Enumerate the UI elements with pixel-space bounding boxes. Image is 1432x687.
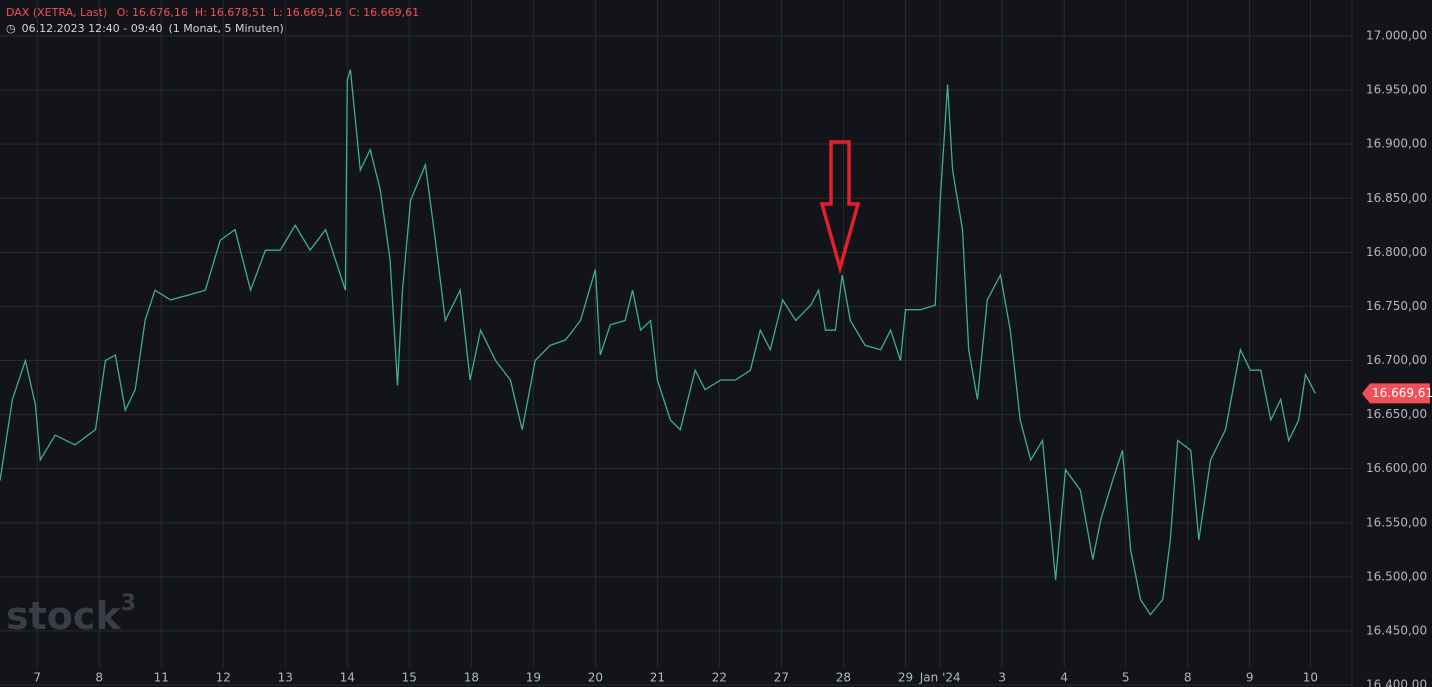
x-tick-label: 22 (712, 671, 727, 685)
x-tick-label: 21 (650, 671, 665, 685)
ohlc: O: 16.676,16 H: 16.678,51 L: 16.669,16 C: 16.66… (117, 6, 426, 19)
y-tick-label: 16.500,00 (1366, 569, 1427, 583)
ohlc-value: 16.669,61 (363, 6, 420, 19)
x-tick-label: 10 (1303, 671, 1318, 685)
annotation-arrow (819, 140, 861, 275)
y-tick-label: 16.950,00 (1366, 83, 1427, 97)
watermark: stock3 (6, 591, 136, 638)
ohlc-value: 16.676,16 (131, 6, 188, 19)
x-tick-label: 12 (216, 671, 231, 685)
x-tick-label: 15 (402, 671, 417, 685)
ohlc-value: 16.678,51 (209, 6, 266, 19)
y-tick-label: 16.550,00 (1366, 515, 1427, 529)
x-tick-label: 9 (1246, 671, 1254, 685)
last-price-tag (1362, 383, 1430, 404)
interval: (1 Monat, 5 Minuten) (168, 22, 284, 35)
ohlc-value: 16.669,16 (285, 6, 342, 19)
watermark-text: stock (6, 594, 121, 638)
x-tick-label: Jan '24 (919, 671, 961, 685)
x-tick-label: 3 (998, 671, 1006, 685)
x-tick-label: 13 (278, 671, 293, 685)
x-tick-label: 20 (588, 671, 603, 685)
x-tick-label: 14 (340, 671, 355, 685)
clock-icon: ◷ (6, 22, 16, 35)
y-tick-label: 16.750,00 (1366, 299, 1427, 313)
watermark-sup: 3 (121, 591, 136, 616)
grid (0, 0, 1352, 686)
x-tick-label: 11 (154, 671, 169, 685)
x-tick-label: 8 (95, 671, 103, 685)
x-tick-label: 8 (1184, 671, 1192, 685)
y-tick-label: 16.450,00 (1366, 623, 1427, 637)
range-row: ◷ 06.12.2023 12:40 - 09:40 (1 Monat, 5 Min… (6, 22, 290, 35)
ohlc-key: H: (194, 6, 207, 19)
y-tick-label: 16.650,00 (1366, 407, 1427, 421)
x-tick-label: 18 (464, 671, 479, 685)
x-tick-label: 4 (1060, 671, 1068, 685)
y-tick-label: 16.850,00 (1366, 191, 1427, 205)
ohlc-key: L: (272, 6, 283, 19)
ohlc-key: O: (116, 6, 129, 19)
y-tick-label: 16.900,00 (1366, 137, 1427, 151)
x-tick-label: 5 (1122, 671, 1130, 685)
last-price-label: 16.669,61 (1372, 386, 1432, 400)
x-tick-label: 7 (33, 671, 41, 685)
price-line (0, 69, 1316, 616)
y-tick-label: 16.700,00 (1366, 353, 1427, 367)
x-tick-label: 19 (526, 671, 541, 685)
x-tick-label: 29 (898, 671, 913, 685)
range: 06.12.2023 12:40 - 09:40 (21, 22, 163, 35)
legend-row: DAX (XETRA, Last) O: 16.676,16 H: 16.678,51… (6, 6, 432, 19)
y-tick-label: 16.600,00 (1366, 461, 1427, 475)
y-tick-label: 17.000,00 (1366, 29, 1427, 43)
x-tick-label: 27 (774, 671, 789, 685)
symbol: DAX (XETRA, Last) (6, 6, 108, 19)
y-tick-label: 16.800,00 (1366, 245, 1427, 259)
y-tick-label: 16.400,00 (1366, 678, 1427, 687)
x-tick-label: 28 (836, 671, 851, 685)
ohlc-key: C: (348, 6, 361, 19)
